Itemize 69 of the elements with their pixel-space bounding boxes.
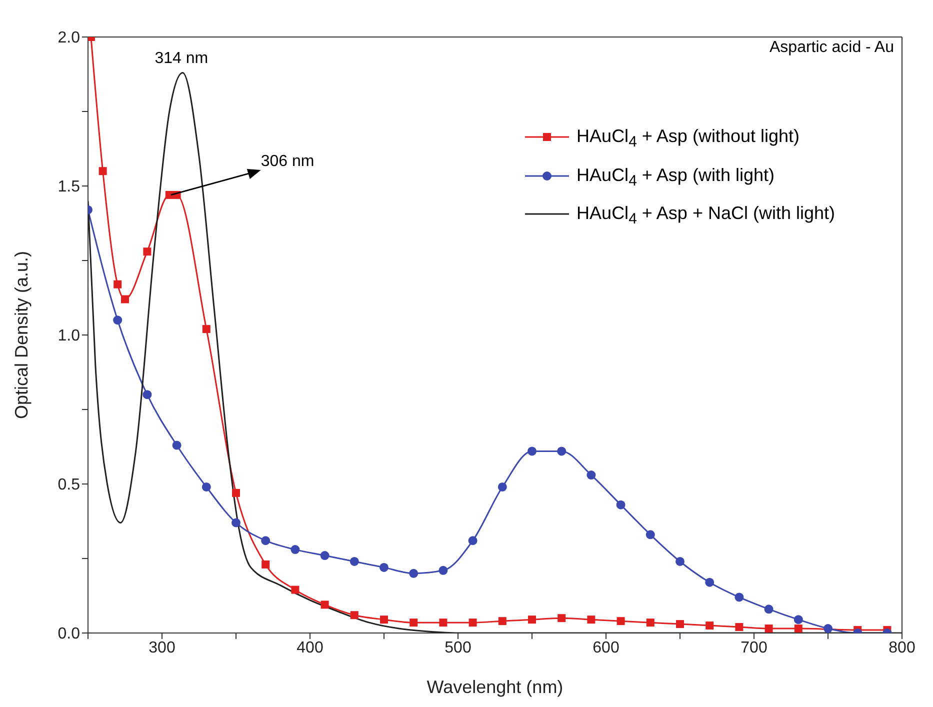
- point: [232, 488, 240, 497]
- point: [380, 616, 388, 624]
- point: [646, 530, 655, 540]
- point: [121, 295, 129, 304]
- y-tick-label: 0.5: [58, 476, 80, 494]
- point: [735, 623, 744, 632]
- point: [468, 536, 478, 546]
- x-tick-label: 400: [296, 639, 324, 656]
- y-tick-label: 1.0: [58, 328, 80, 345]
- point: [558, 614, 566, 622]
- point: [409, 568, 418, 578]
- y-tick-label: 0.0: [58, 626, 80, 643]
- x-tick-label: 600: [592, 639, 620, 656]
- x-tick-label: 700: [740, 639, 768, 656]
- legend-label: HAuCl$_{4}$ + Asp (with light): [576, 164, 774, 190]
- point: [320, 600, 329, 609]
- annotation: 314 nm: [154, 50, 208, 68]
- point: [113, 316, 122, 325]
- point: [676, 556, 684, 566]
- point: [528, 446, 536, 456]
- x-tick-label: 500: [444, 639, 472, 656]
- y-axis-title: Optical Density (a.u.): [11, 250, 32, 420]
- point: [232, 518, 240, 528]
- y-tick-label: 2.0: [58, 30, 80, 47]
- x-tick-label: 800: [888, 639, 916, 656]
- annotation: 306 nm: [260, 152, 314, 171]
- point: [498, 482, 507, 492]
- point: [98, 167, 107, 176]
- point: [734, 592, 744, 602]
- point: [498, 617, 506, 626]
- point: [202, 482, 211, 492]
- point: [350, 556, 359, 566]
- point: [587, 616, 596, 624]
- point: [410, 618, 418, 627]
- point: [262, 560, 270, 568]
- point: [438, 566, 448, 575]
- point: [764, 604, 774, 614]
- point: [320, 551, 330, 560]
- point: [616, 617, 625, 626]
- point: [439, 618, 448, 627]
- point: [616, 500, 626, 510]
- point: [380, 562, 388, 572]
- point: [794, 615, 803, 624]
- x-axis-title: Wavelenght (nm): [426, 677, 564, 697]
- point: [172, 440, 182, 450]
- point: [646, 618, 654, 627]
- point: [142, 390, 152, 400]
- point: [794, 624, 802, 633]
- y-tick-label: 1.5: [58, 178, 80, 196]
- point: [261, 536, 270, 546]
- point: [706, 622, 714, 630]
- legend-label: HAuCl$_{4}$ + Asp + NaCl (with light): [576, 203, 835, 228]
- point: [528, 616, 536, 624]
- point: [676, 620, 684, 628]
- x-tick-label: 300: [148, 639, 176, 656]
- point: [291, 586, 300, 594]
- point: [114, 280, 122, 288]
- point: [143, 248, 152, 256]
- point: [290, 545, 300, 554]
- legend-label: HAuCl$_{4}$ + Asp (without light): [576, 126, 800, 151]
- point: [764, 624, 773, 633]
- point: [586, 470, 596, 480]
- point: [202, 325, 210, 334]
- point: [350, 611, 358, 620]
- point: [468, 618, 477, 627]
- point: [705, 578, 714, 587]
- point: [557, 446, 566, 456]
- annotation: Aspartic acid - Au: [770, 39, 894, 57]
- point: [824, 624, 832, 633]
